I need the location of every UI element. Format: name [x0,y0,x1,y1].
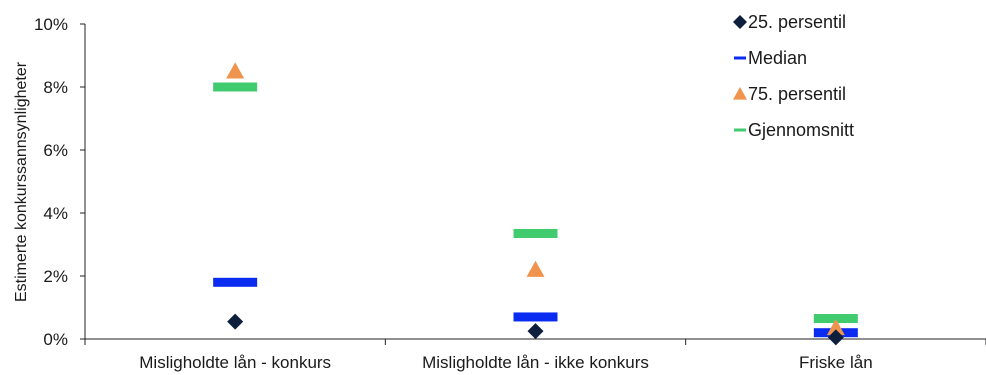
data-marks [213,62,858,346]
y-tick-label: 0% [43,330,68,349]
median-point [513,312,558,322]
legend-label: 75. persentil [748,84,846,104]
x-category-label: Misligholdte lån - ikke konkurs [422,353,649,372]
median-point [213,277,258,287]
x-category-label: Friske lån [799,353,873,372]
gjennomsnitt-point [213,82,258,92]
legend-label: Gjennomsnitt [748,120,854,140]
gjennomsnitt-point [513,228,558,238]
25-persentil-point [827,329,844,346]
legend-label: 25. persentil [748,12,846,32]
legend-marker [734,128,746,132]
y-tick-label: 4% [43,204,68,223]
legend-marker [733,15,747,29]
25-persentil-point [527,323,544,340]
x-category-label: Misligholdte lån - konkurs [139,353,331,372]
gjennomsnitt-point [813,314,858,324]
legend-label: Median [748,48,807,68]
legend-marker [733,87,747,100]
y-tick-label: 10% [34,15,68,34]
25-persentil-point [227,313,244,330]
75-persentil-point [826,318,845,336]
y-tick-label: 6% [43,141,68,160]
75-persentil-point [226,62,245,79]
y-tick-label: 2% [43,267,68,286]
legend: 25. persentil Median 75. persentil Gjennoms… [733,12,854,140]
legend-marker [734,56,746,60]
y-axis-title: Estimerte konkurssannsynligheter [13,61,30,302]
y-tick-label: 8% [43,78,68,97]
75-persentil-point [526,260,545,277]
axes: 0% 2% 4% 6% 8% 10% Misligholdte lån - konkurs M… [34,15,986,372]
